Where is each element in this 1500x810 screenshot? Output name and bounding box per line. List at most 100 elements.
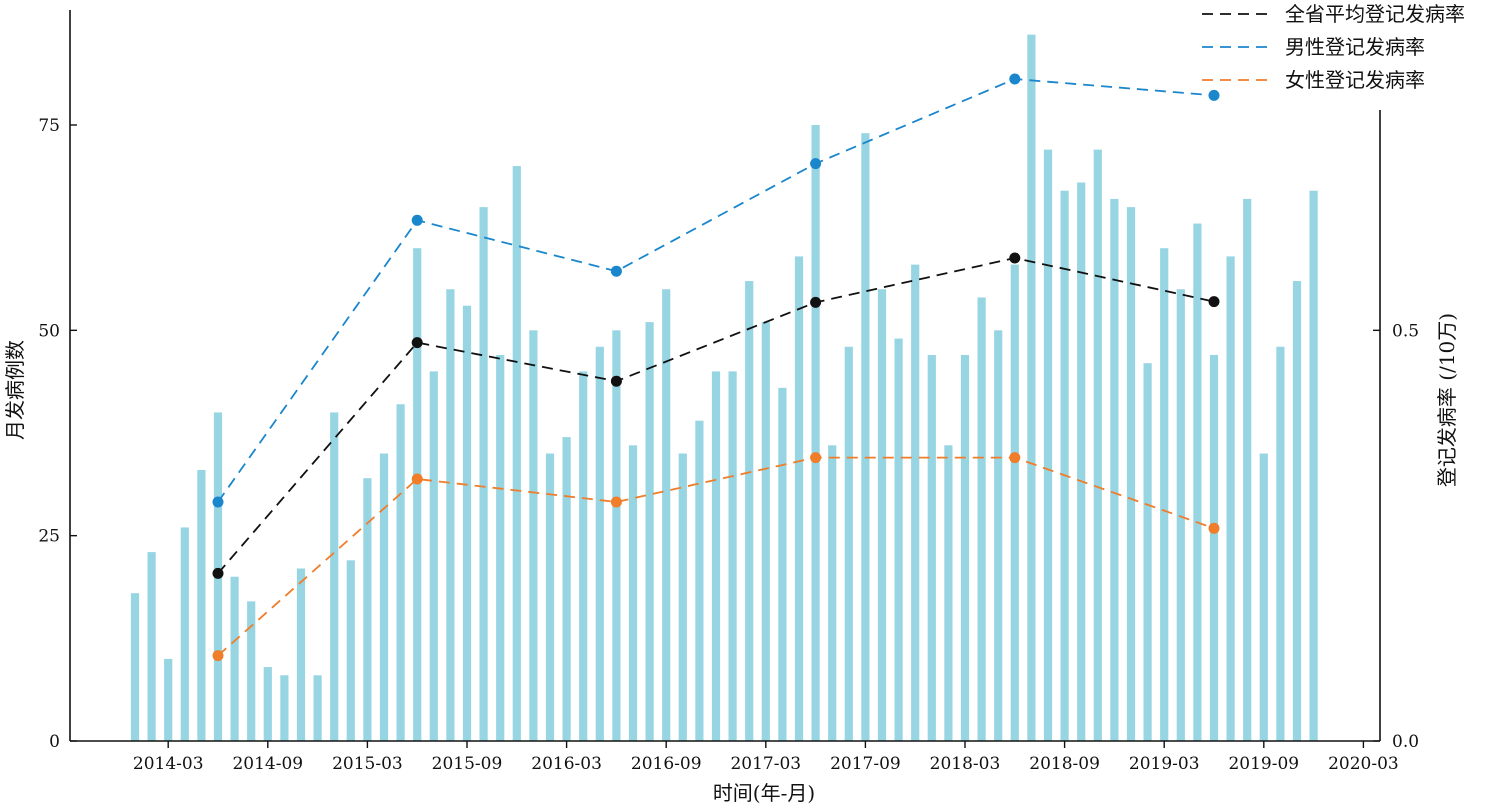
y-tick-label-right: 0.0	[1392, 732, 1419, 752]
series-point-0	[1208, 296, 1220, 308]
series-point-2	[411, 473, 423, 485]
bar	[1143, 363, 1152, 741]
bar	[413, 248, 422, 741]
y-axis-title-right: 登记发病率 (/10万)	[1435, 313, 1459, 487]
bar	[861, 133, 870, 741]
bar	[960, 354, 970, 741]
x-tick-label: 2015-09	[432, 754, 503, 774]
bar	[1077, 182, 1086, 742]
y-axis-title-left: 月发病例数	[3, 340, 27, 440]
bar	[562, 437, 571, 741]
bar	[844, 346, 853, 741]
bar	[180, 527, 189, 741]
bar	[711, 371, 721, 741]
lines-layer	[212, 73, 1220, 662]
bar	[745, 281, 754, 741]
x-axis-title: 时间(年-月)	[713, 781, 815, 805]
bar	[479, 207, 488, 741]
bar	[612, 330, 621, 741]
bar	[927, 354, 936, 741]
series-line-1	[217, 78, 1215, 503]
bar	[396, 404, 405, 741]
x-tick-label: 2015-03	[332, 754, 403, 774]
series-point-0	[212, 567, 224, 579]
series-point-2	[1009, 452, 1021, 464]
series-point-1	[610, 265, 622, 277]
bar	[1027, 34, 1036, 741]
y-tick-label-right: 0.5	[1392, 321, 1419, 341]
x-tick-label: 2016-09	[631, 754, 702, 774]
bar	[662, 289, 671, 741]
bar	[761, 322, 770, 741]
y-tick-label-left: 75	[38, 116, 60, 136]
bar	[446, 289, 455, 741]
series-point-2	[810, 452, 822, 464]
bar	[1126, 207, 1136, 741]
bar	[130, 593, 140, 741]
bar	[147, 552, 156, 741]
series-point-1	[411, 214, 423, 226]
series-point-0	[1009, 252, 1021, 264]
bar	[1259, 453, 1268, 741]
x-tick-label: 2016-03	[531, 754, 602, 774]
bar	[628, 445, 638, 741]
x-tick-label: 2017-09	[830, 754, 901, 774]
series-point-1	[1009, 73, 1021, 85]
y-tick-label-left: 25	[38, 527, 60, 547]
series-point-0	[411, 337, 423, 349]
series-point-2	[1208, 522, 1220, 534]
bar	[164, 658, 173, 741]
x-tick-label: 2018-09	[1029, 754, 1100, 774]
series-point-1	[1208, 89, 1220, 101]
bar	[263, 667, 272, 741]
series-point-1	[810, 158, 822, 170]
bar	[1276, 346, 1285, 741]
legend-label-0: 全省平均登记发病率	[1285, 2, 1465, 26]
bar	[529, 330, 538, 741]
series-line-2	[217, 456, 1215, 657]
bar	[462, 305, 472, 741]
bar	[728, 371, 737, 741]
bar	[1043, 149, 1053, 741]
bar	[1093, 149, 1102, 741]
series-point-2	[610, 496, 622, 508]
bar	[280, 675, 289, 741]
series-point-0	[610, 375, 622, 387]
bar	[1193, 223, 1202, 742]
bar	[512, 166, 521, 741]
bar	[545, 453, 555, 741]
bar	[894, 338, 903, 741]
bar	[1243, 198, 1252, 741]
bar	[911, 264, 920, 741]
bar	[828, 445, 837, 741]
bar	[1226, 256, 1235, 741]
bar	[877, 289, 887, 741]
bar	[247, 601, 256, 741]
bars-layer	[130, 34, 1318, 742]
series-point-0	[810, 296, 822, 308]
series-line-0	[217, 257, 1215, 574]
bar	[695, 420, 704, 741]
bar	[645, 322, 654, 741]
legend-label-1: 男性登记发病率	[1285, 35, 1425, 59]
bar	[330, 412, 339, 741]
x-tick-label: 2020-03	[1328, 754, 1399, 774]
x-tick-label: 2019-09	[1228, 754, 1299, 774]
bar	[1110, 198, 1119, 741]
axes-layer: 2014-03 2014-09 2015-03 2015-09 2016-03 2016-…	[38, 10, 1419, 774]
bar	[811, 124, 820, 742]
bar	[496, 354, 505, 741]
legend-label-2: 女性登记发病率	[1285, 68, 1425, 92]
x-tick-label: 2019-03	[1129, 754, 1200, 774]
bar	[794, 256, 804, 741]
bar	[1309, 190, 1318, 741]
bar	[1060, 190, 1069, 741]
x-tick-label: 2017-03	[730, 754, 801, 774]
bar	[429, 371, 438, 741]
bar	[944, 445, 953, 741]
bar	[1160, 248, 1169, 741]
bar	[230, 576, 239, 741]
bar	[296, 568, 306, 741]
